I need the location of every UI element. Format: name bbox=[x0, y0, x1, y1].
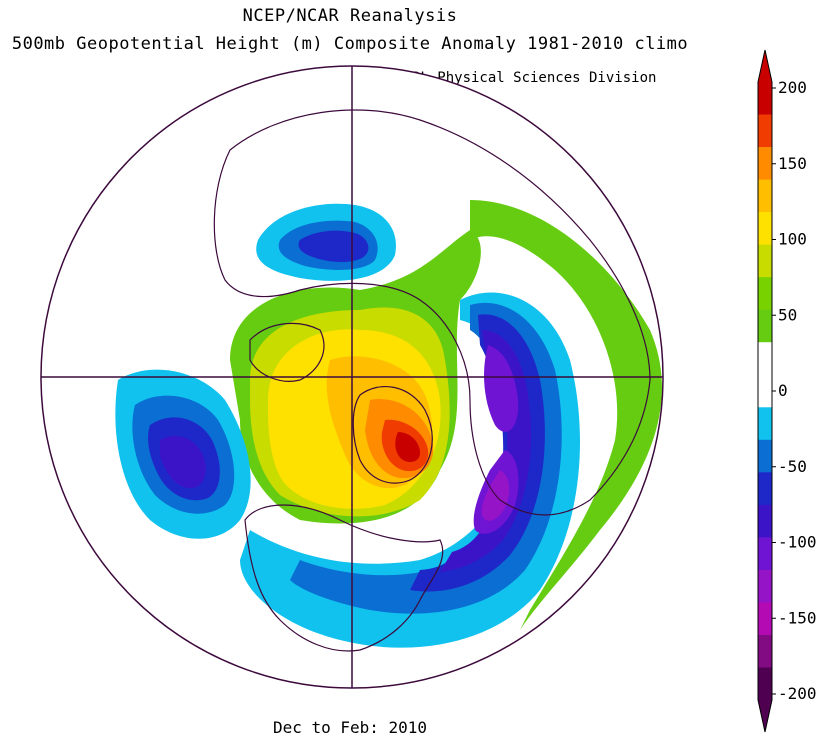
colorbar-block bbox=[758, 407, 772, 441]
colorbar-tick-label: 0 bbox=[778, 381, 788, 400]
colorbar-labels: 200 150 100 50 0 -50 -100 -150 -200 bbox=[772, 78, 817, 703]
colorbar-tick-label: 150 bbox=[778, 154, 807, 173]
colorbar-block bbox=[758, 602, 772, 636]
north-america-outline bbox=[244, 504, 444, 652]
greenland-outline bbox=[352, 386, 433, 484]
colorbar-block bbox=[758, 667, 772, 701]
colorbar-outline bbox=[757, 49, 773, 733]
period-label: Dec to Feb: 2010 bbox=[272, 718, 428, 737]
title-line-1: NCEP/NCAR Reanalysis bbox=[242, 6, 458, 26]
colorbar-top-arrow bbox=[758, 50, 772, 82]
colorbar-block bbox=[758, 212, 772, 246]
colorbar-block bbox=[758, 244, 772, 278]
colorbar-tick-label: 50 bbox=[778, 305, 797, 324]
pacific-negative-violet bbox=[160, 436, 206, 489]
colorbar-block bbox=[758, 504, 772, 538]
colorbar-block bbox=[758, 82, 772, 116]
siberia-negative-indigo bbox=[298, 230, 369, 263]
colorbar-tick-label: 100 bbox=[778, 230, 807, 249]
eurasia-outline bbox=[213, 109, 651, 516]
colorbar-bottom-arrow bbox=[758, 700, 772, 732]
title-line-2: 500mb Geopotential Height (m) Composite … bbox=[11, 34, 689, 54]
colorbar-tick-label: -150 bbox=[778, 608, 817, 627]
colorbar-block bbox=[758, 342, 772, 376]
colorbar-block bbox=[758, 472, 772, 506]
colorbar-block bbox=[758, 439, 772, 473]
colorbar-tick-label: -50 bbox=[778, 457, 807, 476]
colorbar-block bbox=[758, 114, 772, 148]
colorbar-block bbox=[758, 277, 772, 311]
arctic-positive-red bbox=[395, 432, 420, 462]
colorbar-block bbox=[758, 147, 772, 181]
alaska-outline bbox=[249, 322, 325, 382]
colorbar-block bbox=[758, 374, 772, 408]
colorbar-tick-label: -100 bbox=[778, 533, 817, 552]
atlantic-negative-violet bbox=[484, 345, 519, 432]
colorbar-block bbox=[758, 179, 772, 213]
colorbar-tick-label: 200 bbox=[778, 78, 807, 97]
colorbar-block bbox=[758, 634, 772, 668]
colorbar-block bbox=[758, 537, 772, 571]
colorbar-block bbox=[758, 309, 772, 343]
colorbar-blocks bbox=[757, 49, 773, 733]
continent-outlines bbox=[213, 109, 651, 652]
colorbar-block bbox=[758, 569, 772, 603]
colorbar-tick-label: -200 bbox=[778, 684, 817, 703]
eurasia-positive-band bbox=[470, 200, 662, 630]
